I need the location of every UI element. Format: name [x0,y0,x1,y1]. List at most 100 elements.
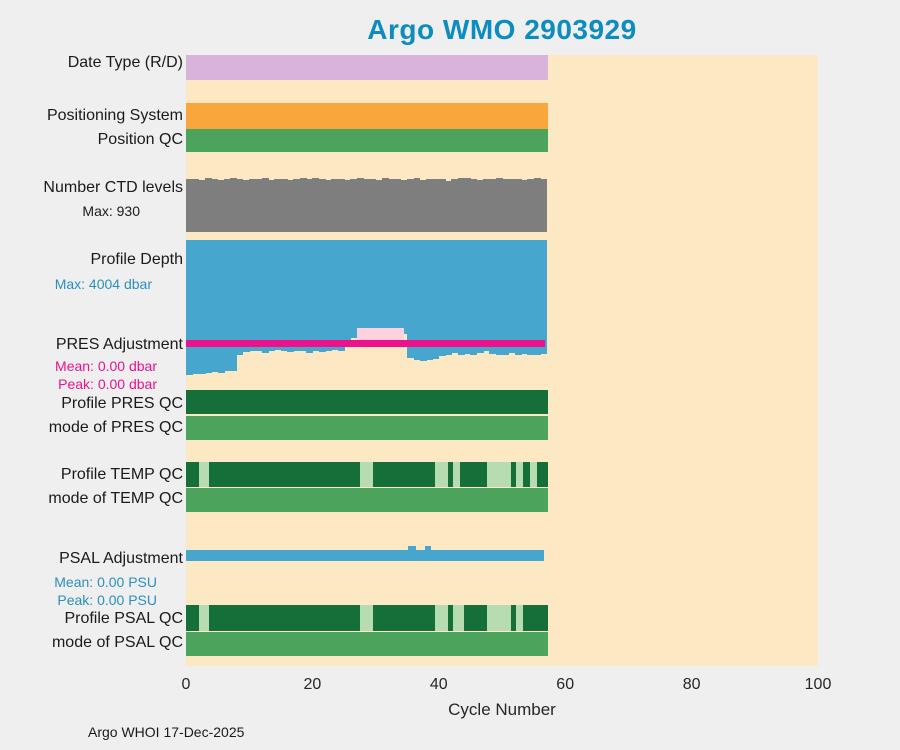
profile-depth-band [419,240,427,362]
profile-psal-qc-band [486,605,512,631]
profile-depth-band [483,240,490,352]
profile-depth-band [318,240,326,352]
profile-depth-band [325,240,332,351]
chart-title: Argo WMO 2903929 [367,14,637,45]
ctd-levels-band [299,178,307,232]
row-label-psal-peak: Peak: 0.00 PSU [57,592,157,608]
profile-depth-band [299,240,307,352]
profile-depth-band [432,240,440,359]
profile-depth-band [426,240,434,360]
ctd-levels-band [261,178,269,232]
ctd-levels-band [306,179,313,232]
ctd-levels-band [287,180,295,232]
plot-area [186,55,818,666]
profile-depth-band [217,240,225,374]
profile-psal-qc-band [435,605,448,631]
profile-temp-qc-band [530,462,537,487]
profile-depth-band [331,240,339,350]
profile-psal-qc-band [452,605,465,631]
row-label-pres-peak: Peak: 0.00 dbar [58,376,157,392]
profile-temp-qc-band [360,462,374,487]
ctd-levels-band [508,178,516,232]
profile-depth-band [533,240,541,355]
profile-depth-band [356,240,364,333]
row-label-mode-psal-qc: mode of PSAL QC [51,634,183,651]
ctd-levels-band [527,179,535,232]
ctd-levels-band [198,180,206,232]
ctd-levels-band [539,178,547,232]
ctd-levels-band [413,178,421,232]
ctd-levels-band [419,179,427,232]
row-label-number-ctd-levels: Number CTD levels [43,179,183,196]
ctd-levels-band [369,178,377,232]
row-label-profile-depth: Profile Depth [90,251,184,268]
ctd-levels-band [533,178,541,232]
profile-depth-band [186,240,193,375]
ctd-levels-band [388,178,396,232]
pres-adjustment-line [186,340,545,347]
profile-temp-qc-band [435,462,448,487]
profile-depth-band [192,240,200,374]
psal-adjustment-band [424,546,432,561]
ctd-levels-band [318,179,326,232]
profile-depth-band [242,240,250,352]
ctd-levels-band [514,178,522,232]
ctd-levels-band [502,179,509,232]
profile-depth-band [204,240,212,373]
ctd-levels-band [407,178,415,232]
positioning-system-band [186,103,548,129]
profile-psal-qc-band [360,605,374,631]
profile-temp-qc-band [515,462,523,487]
ctd-levels-band [274,179,282,232]
row-label-psal-adjustment: PSAL Adjustment [59,550,183,567]
row-label-mode-temp-qc: mode of TEMP QC [48,490,183,507]
ctd-levels-band [350,179,358,232]
ctd-levels-band [312,178,320,232]
ctd-levels-band [280,178,288,232]
x-tick-label-60: 60 [556,676,575,693]
psal-adjustment-band [408,546,417,561]
ctd-levels-band [344,180,351,232]
profile-depth-band [470,240,478,355]
profile-depth-band [464,240,471,354]
ctd-levels-band [268,179,276,232]
ctd-levels-band [331,178,339,232]
profile-depth-band [445,240,453,355]
profile-depth-band [255,240,263,352]
row-label-profile-temp-qc: Profile TEMP QC [60,466,183,483]
row-label-profile-psal-qc: Profile PSAL QC [64,610,183,627]
ctd-levels-band [451,178,459,232]
row-label-pres-adjustment: PRES Adjustment [55,336,183,353]
row-label-depth-max: Max: 4004 dbar [54,276,152,292]
ctd-levels-band [204,178,212,232]
profile-pres-qc-band [186,390,548,414]
position-qc-band [186,129,548,152]
ctd-levels-band [255,179,263,232]
profile-depth-band [381,240,389,332]
ctd-levels-band [381,178,389,232]
profile-depth-band [400,240,408,335]
profile-depth-band [293,240,301,351]
profile-depth-band [495,240,503,356]
ctd-levels-band [249,178,257,232]
x-tick-label-40: 40 [429,676,448,693]
ctd-levels-band [242,180,250,232]
row-label-ctd-max: Max: 930 [82,203,140,219]
profile-depth-band [350,240,358,338]
profile-depth-band [514,240,522,355]
profile-psal-qc-band [198,605,209,631]
mode-pres-qc-band [186,416,548,440]
ctd-levels-band [356,178,364,232]
row-label-position-qc: Position QC [97,131,183,148]
x-tick-label-80: 80 [682,676,701,693]
profile-depth-band [476,240,484,353]
ctd-levels-band [438,179,446,232]
profile-depth-band [236,240,244,355]
ctd-levels-band [495,178,503,232]
ctd-levels-band [400,180,408,232]
ctd-levels-band [432,178,440,232]
x-axis-label: Cycle Number [448,700,556,719]
ctd-levels-band [375,179,383,232]
profile-depth-band [527,240,535,356]
ctd-levels-band [520,179,528,232]
